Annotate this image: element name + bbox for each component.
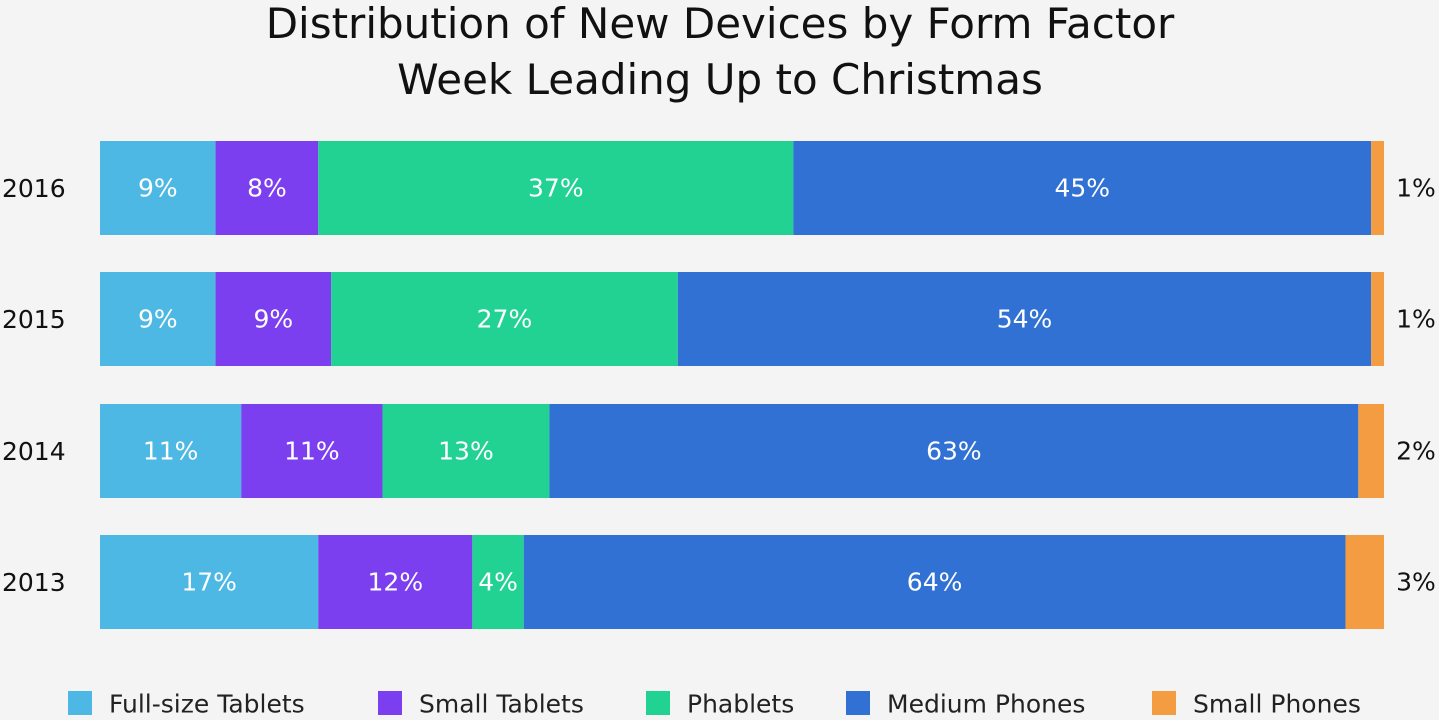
data-label: 1% — [1396, 174, 1436, 203]
bar-segment-medium-phones — [549, 404, 1359, 498]
data-label: 9% — [138, 174, 178, 203]
legend-label: Medium Phones — [887, 690, 1085, 719]
bar-segment-small-phones — [1345, 535, 1384, 629]
data-label: 8% — [247, 174, 287, 203]
legend: Full-size Tablets Small Tablets Phablets Me… — [68, 690, 1361, 719]
bar-segment-phablets — [382, 404, 550, 498]
data-label: 12% — [368, 568, 424, 597]
bar-segment-medium-phones — [677, 272, 1372, 366]
bar-segment-phablets — [472, 535, 524, 629]
data-label: 64% — [907, 568, 963, 597]
bars: 2016 9% 8% 37% 45% 1% 2015 9% 9% 27% 54% 1% 2014 11% 1… — [2, 141, 1436, 629]
bar-segment-small-tablets — [215, 141, 319, 235]
chart-title-line-1: Distribution of New Devices by Form Fact… — [266, 0, 1175, 48]
data-label: 11% — [143, 437, 199, 466]
legend-swatch — [846, 691, 870, 715]
data-label: 2% — [1396, 437, 1436, 466]
data-label: 9% — [254, 305, 294, 334]
bar-segment-small-tablets — [318, 535, 473, 629]
bar-segment-full-size-tablets — [100, 141, 216, 235]
data-label: 11% — [284, 437, 340, 466]
bar-segment-full-size-tablets — [100, 535, 319, 629]
data-label: 54% — [997, 305, 1053, 334]
data-label: 1% — [1396, 305, 1436, 334]
bar-segment-small-phones — [1358, 404, 1384, 498]
bar-segment-medium-phones — [793, 141, 1372, 235]
bar-segment-medium-phones — [523, 535, 1346, 629]
y-tick-label: 2016 — [2, 174, 66, 203]
bar-segment-small-phones — [1371, 141, 1384, 235]
legend-label: Phablets — [687, 690, 794, 719]
data-label: 17% — [181, 568, 237, 597]
legend-swatch — [378, 691, 402, 715]
bar-segment-phablets — [318, 141, 794, 235]
legend-label: Small Phones — [1193, 690, 1361, 719]
bar-segment-small-tablets — [215, 272, 332, 366]
y-tick-label: 2015 — [2, 305, 66, 334]
chart-title-line-2: Week Leading Up to Christmas — [397, 55, 1043, 104]
data-label: 13% — [438, 437, 494, 466]
data-label: 45% — [1054, 174, 1110, 203]
legend-label: Full-size Tablets — [109, 690, 305, 719]
data-label: 27% — [477, 305, 533, 334]
bar-segment-small-phones — [1371, 272, 1384, 366]
bar-segment-full-size-tablets — [100, 404, 242, 498]
legend-swatch — [646, 691, 670, 715]
data-label: 37% — [528, 174, 584, 203]
data-label: 63% — [926, 437, 982, 466]
legend-swatch — [1152, 691, 1176, 715]
bar-segment-phablets — [331, 272, 678, 366]
legend-label: Small Tablets — [419, 690, 584, 719]
data-label: 3% — [1396, 568, 1436, 597]
y-tick-label: 2013 — [2, 568, 66, 597]
data-label: 9% — [138, 305, 178, 334]
legend-swatch — [68, 691, 92, 715]
bar-segment-full-size-tablets — [100, 272, 216, 366]
y-tick-label: 2014 — [2, 437, 66, 466]
data-label: 4% — [478, 568, 518, 597]
bar-segment-small-tablets — [241, 404, 383, 498]
